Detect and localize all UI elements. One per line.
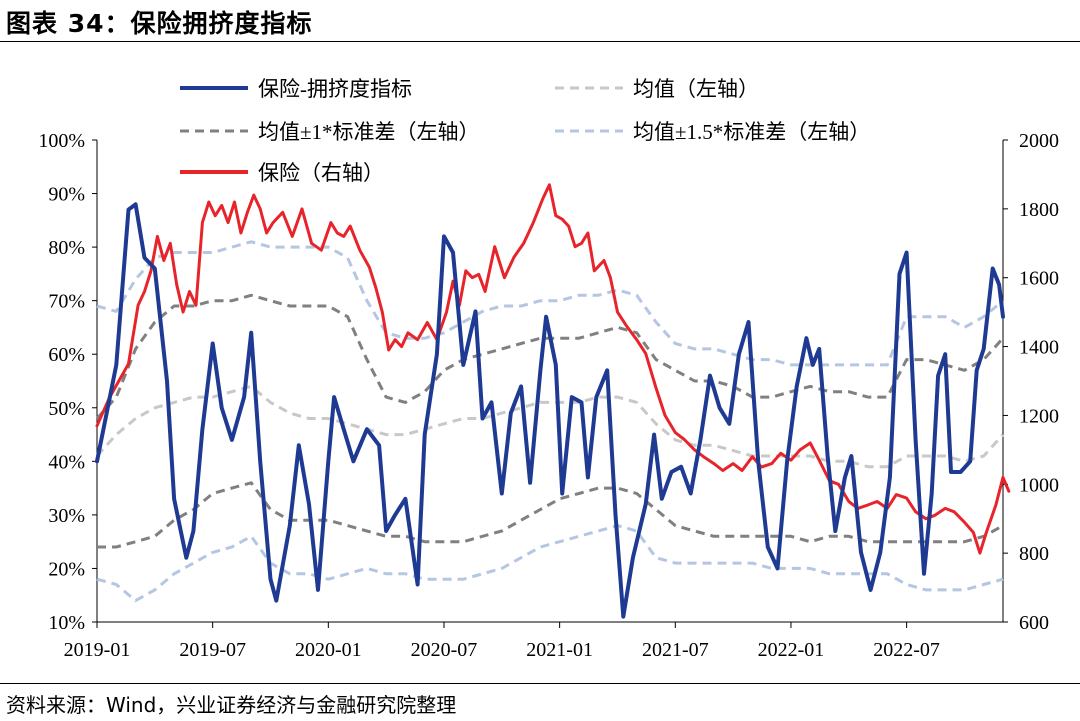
y-left-tick-label: 20% — [48, 558, 85, 580]
y-right-tick-label: 1000 — [1019, 474, 1059, 496]
y-left-tick-label: 100% — [38, 130, 85, 152]
x-tick-label: 2021-01 — [526, 639, 593, 661]
y-right-tick-label: 1200 — [1019, 405, 1059, 427]
footer-rule — [0, 683, 1080, 684]
y-left-tick-label: 10% — [48, 612, 85, 634]
y-right-tick-label: 600 — [1019, 612, 1049, 634]
y-left-tick-label: 60% — [48, 344, 85, 366]
y-right-tick-label: 2000 — [1019, 130, 1059, 152]
series-line-4 — [96, 240, 1004, 367]
legend-label-1: 均值（左轴） — [633, 77, 759, 101]
y-right-tick-label: 1600 — [1019, 268, 1059, 290]
x-tick-label: 2021-07 — [642, 639, 709, 661]
y-left-tick-label: 70% — [48, 291, 85, 313]
series-line-6 — [95, 183, 1011, 555]
legend-label-4: 保险（右轴） — [258, 161, 384, 185]
title-rule — [0, 41, 1080, 42]
chart: 10% 20% 30% 40% 50% 60% 70% 80% 90% 100% 600 800 100… — [38, 77, 1059, 661]
x-tick-label: 2022-01 — [758, 639, 825, 661]
x-tick-label: 2020-01 — [295, 639, 362, 661]
y-right-tick-label: 1400 — [1019, 337, 1059, 359]
series-line-2 — [95, 293, 1005, 420]
y-left-tick-label: 30% — [48, 505, 85, 527]
series-line-5 — [96, 524, 1004, 603]
series-line-3 — [97, 481, 1004, 549]
series-line-1 — [95, 384, 1005, 469]
source-note: 资料来源：Wind，兴业证券经济与金融研究院整理 — [6, 693, 457, 717]
y-left-tick-label: 90% — [48, 184, 85, 206]
legend-label-0: 保险-拥挤度指标 — [258, 77, 412, 101]
x-tick-label: 2022-07 — [873, 639, 940, 661]
figure-title: 图表 34：保险拥挤度指标 — [6, 9, 313, 38]
x-tick-label: 2019-01 — [64, 639, 131, 661]
x-tick-label: 2020-07 — [411, 639, 478, 661]
y-right-tick-label: 1800 — [1019, 199, 1059, 221]
legend-label-3: 均值±1.5*标准差（左轴） — [633, 120, 870, 144]
y-left-tick-label: 40% — [48, 451, 85, 473]
y-right-tick-label: 800 — [1019, 543, 1049, 565]
series-line-0 — [95, 202, 1005, 619]
y-left-tick-label: 80% — [48, 237, 85, 259]
x-tick-label: 2019-07 — [179, 639, 246, 661]
y-left-tick-label: 50% — [48, 398, 85, 420]
legend-label-2: 均值±1*标准差（左轴） — [258, 120, 480, 144]
